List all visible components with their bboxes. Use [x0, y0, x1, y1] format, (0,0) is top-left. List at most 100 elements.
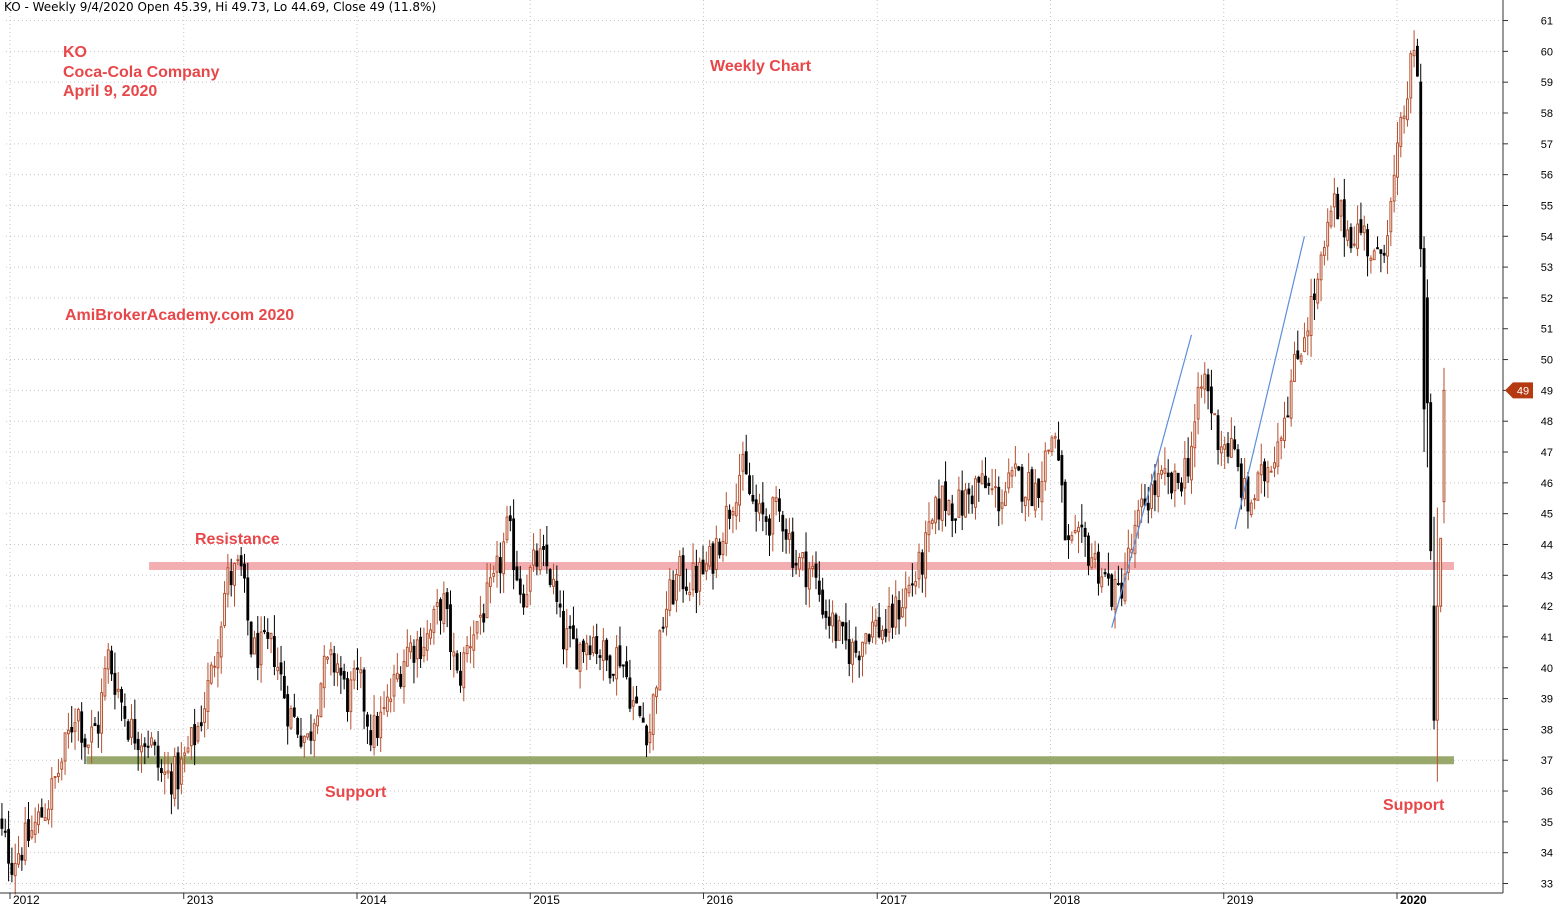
candle-body — [462, 652, 466, 689]
candle-body — [984, 475, 987, 489]
candle-body — [412, 645, 416, 663]
candle-body — [1342, 199, 1346, 238]
candle-down — [459, 651, 462, 693]
candle-up — [322, 645, 326, 708]
candle-up — [465, 636, 469, 663]
candle-down — [794, 549, 798, 575]
candle-down — [1060, 450, 1064, 503]
candle-body — [30, 830, 34, 838]
candle-down — [910, 563, 914, 597]
candle-up — [329, 642, 333, 676]
candle-up — [1163, 447, 1167, 486]
candle-body — [1020, 466, 1024, 502]
candle-up — [233, 562, 236, 607]
candle-down — [80, 702, 84, 760]
candle-up — [930, 518, 934, 530]
candle-body — [1010, 470, 1014, 477]
candle-up — [1389, 197, 1393, 247]
candle-body — [801, 552, 805, 559]
candle-body — [272, 636, 276, 668]
candle-up — [395, 653, 399, 683]
candle-body — [1123, 573, 1127, 602]
candle-down — [701, 545, 705, 575]
support-label-right: Support — [1383, 797, 1445, 814]
candle-body — [1153, 480, 1157, 496]
candle-body — [1087, 535, 1090, 566]
candle-body — [894, 596, 898, 628]
candle-body — [156, 745, 160, 768]
candle-up — [432, 605, 436, 645]
candle-body — [485, 582, 489, 619]
candle-body — [794, 563, 798, 566]
candle-body — [100, 692, 104, 734]
candle-down — [515, 550, 519, 582]
candle-up — [1396, 121, 1399, 196]
candle-body — [721, 540, 725, 555]
candle-up — [887, 587, 891, 642]
candle-body — [784, 529, 788, 540]
candle-body — [1156, 473, 1160, 497]
candle-up — [741, 441, 745, 491]
candle-body — [821, 589, 825, 615]
candle-body — [263, 630, 266, 633]
candle-body — [867, 634, 871, 642]
candle-down — [555, 565, 559, 615]
candle-body — [754, 499, 758, 512]
candle-up — [591, 625, 595, 657]
candle-down — [847, 620, 851, 677]
candle-up — [236, 554, 240, 565]
candle-down — [292, 693, 296, 719]
candle-down — [711, 541, 715, 590]
trendlines — [1111, 236, 1306, 628]
candle-down — [1216, 409, 1220, 465]
candle-body — [1053, 436, 1057, 439]
support-label-left: Support — [325, 784, 387, 801]
candle-body — [106, 649, 110, 670]
candle-down — [588, 635, 592, 660]
candle-body — [1249, 502, 1253, 516]
candle-up — [1156, 456, 1160, 513]
candle-down — [960, 470, 964, 531]
candle-body — [688, 591, 692, 596]
candle-body — [326, 656, 329, 660]
candle-body — [1396, 142, 1399, 178]
candle-up — [382, 691, 386, 716]
candle-up — [1329, 205, 1333, 229]
candle-body — [385, 696, 389, 712]
candle-down — [891, 594, 894, 639]
candle-up — [1319, 251, 1323, 302]
candle-down — [342, 663, 346, 690]
candle-body — [1412, 49, 1416, 57]
candle-body — [738, 474, 741, 506]
candle-down — [1180, 477, 1183, 497]
candle-up — [505, 505, 509, 544]
candle-body — [179, 758, 183, 785]
candle-body — [854, 640, 858, 653]
candle-down — [1080, 504, 1084, 543]
candle-body — [1233, 439, 1237, 450]
candle-down — [1037, 478, 1041, 508]
candle-down — [482, 603, 486, 633]
candle-body — [744, 451, 748, 475]
candle-up — [881, 625, 884, 645]
candle-up — [874, 608, 878, 645]
candle-down — [332, 645, 336, 686]
candle-up — [442, 581, 446, 633]
candle-body — [920, 552, 924, 575]
y-tick-label: 46 — [1541, 478, 1553, 490]
candle-body — [927, 521, 931, 536]
candle-down — [572, 606, 575, 640]
candle-down — [804, 532, 808, 605]
candle-up — [1243, 457, 1247, 507]
candle-up — [203, 692, 207, 738]
candle-down — [299, 717, 303, 749]
candle-up — [904, 571, 908, 627]
y-tick-label: 42 — [1541, 601, 1553, 613]
candle-body — [661, 626, 665, 629]
candle-down — [146, 730, 150, 759]
candle-down — [286, 685, 290, 745]
candle-up — [103, 656, 107, 701]
candle-up — [1223, 436, 1227, 470]
candle-up — [704, 551, 708, 581]
candle-body — [339, 667, 343, 676]
